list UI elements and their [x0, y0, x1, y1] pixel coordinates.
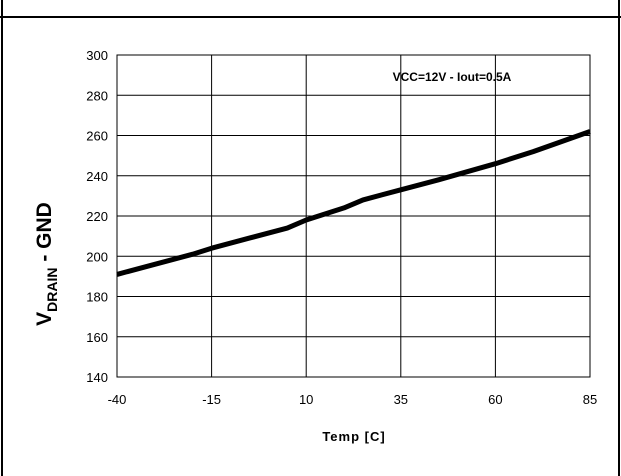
y-tick-label: 180: [86, 290, 108, 305]
x-tick-label: -40: [108, 392, 127, 407]
y-tick-label: 160: [86, 330, 108, 345]
y-tick-label: 200: [86, 249, 108, 264]
y-tick-labels: 140 160 180 200 220 240 260 280 300: [86, 48, 108, 385]
y-axis-title-main: V: [33, 312, 56, 326]
x-tick-labels: -40 -15 10 35 60 85: [108, 392, 598, 407]
series-line-0: [116, 129, 591, 277]
x-tick-label: 10: [299, 392, 313, 407]
x-axis-title: Temp [C]: [322, 429, 385, 444]
y-tick-label: 260: [86, 129, 108, 144]
annotation-label: VCC=12V - Iout=0.5A: [393, 70, 512, 84]
y-axis-title-suffix: - GND: [33, 202, 56, 267]
series-group: [116, 129, 591, 277]
y-tick-label: 280: [86, 88, 108, 103]
y-tick-label: 140: [86, 370, 108, 385]
x-tick-label: 60: [488, 392, 502, 407]
x-tick-label: -15: [202, 392, 221, 407]
y-tick-label: 220: [86, 209, 108, 224]
y-axis-title: VDRAIN - GND: [33, 202, 60, 326]
x-tick-label: 35: [394, 392, 408, 407]
header-strip: [3, 0, 618, 16]
y-tick-label: 240: [86, 169, 108, 184]
x-tick-label: 85: [583, 392, 597, 407]
grid: [116, 54, 591, 378]
y-axis-title-subscript: DRAIN: [44, 267, 60, 311]
y-tick-label: 300: [86, 48, 108, 63]
plot-area-border: [116, 54, 591, 378]
